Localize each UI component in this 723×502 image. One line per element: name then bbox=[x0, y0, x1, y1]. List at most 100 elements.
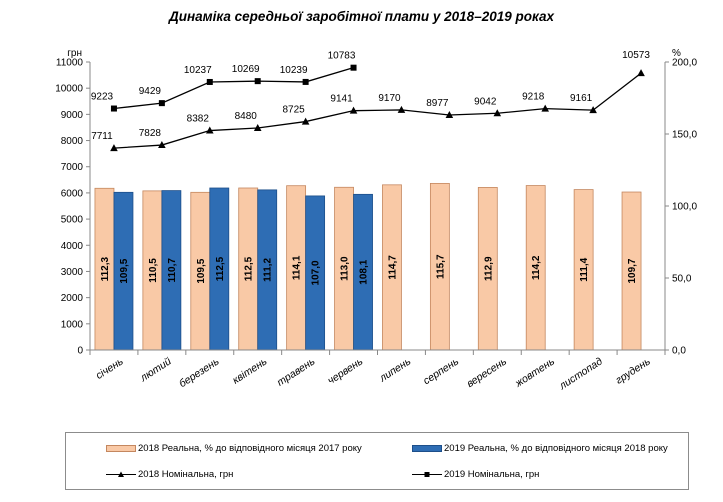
point-2018-nominal-label: 10573 bbox=[622, 50, 650, 61]
bar-2018-real-label: 113,0 bbox=[340, 256, 351, 281]
point-2018-nominal-label: 9161 bbox=[570, 93, 593, 104]
bar-layer bbox=[94, 182, 642, 351]
point-2018-nominal-label: 8480 bbox=[235, 111, 258, 122]
x-axis-category-label: грудень bbox=[614, 355, 653, 386]
chart-title: Динаміка середньої заробітної плати у 20… bbox=[168, 9, 554, 24]
marker-2019-nominal bbox=[110, 105, 117, 112]
x-axis-category-label: серпень bbox=[421, 355, 461, 387]
legend: 2018 Реальна, % до відповідного місяця 2… bbox=[65, 432, 689, 490]
x-axis-category-label: вересень bbox=[465, 355, 509, 390]
legend-label-2019-nominal: 2019 Номінальна, грн bbox=[444, 469, 540, 480]
bar-2018-real-label: 114,2 bbox=[531, 255, 542, 280]
legend-triangle-marker-icon bbox=[106, 471, 136, 477]
point-2019-nominal-label: 10239 bbox=[280, 65, 308, 76]
right-axis-tick-label: 0,0 bbox=[672, 346, 686, 357]
marker-2018-nominal bbox=[205, 126, 214, 134]
point-2018-nominal-label: 7828 bbox=[139, 128, 162, 139]
x-axis-category-label: травень bbox=[275, 355, 317, 388]
marker-2018-nominal bbox=[301, 117, 310, 125]
right-axis-tick-label: 200,0 bbox=[672, 58, 697, 69]
bar-2018-real-label: 111,4 bbox=[579, 257, 590, 281]
left-axis-tick-label: 10000 bbox=[55, 84, 83, 95]
bar-2019-real-label: 108,1 bbox=[359, 259, 370, 284]
left-axis-tick-label: 11000 bbox=[56, 58, 84, 69]
legend-swatch-2018-real bbox=[106, 445, 136, 452]
bar-2019-real-label: 112,5 bbox=[215, 256, 226, 281]
marker-2019-nominal bbox=[158, 100, 165, 107]
legend-item-2018-nominal: 2018 Номінальна, грн bbox=[106, 469, 233, 480]
marker-2018-nominal bbox=[493, 109, 502, 117]
marker-2018-nominal bbox=[253, 123, 262, 131]
legend-label-2018-real: 2018 Реальна, % до відповідного місяця 2… bbox=[138, 443, 362, 454]
marker-2018-nominal bbox=[349, 106, 358, 114]
point-2018-nominal-label: 8977 bbox=[426, 98, 449, 109]
left-axis-tick-label: 7000 bbox=[61, 162, 84, 173]
right-axis-tick-label: 150,0 bbox=[672, 130, 697, 141]
bar-2018-real-label: 114,7 bbox=[387, 255, 398, 280]
x-axis-category-label: березень bbox=[177, 355, 221, 390]
bar-2019-real-label: 110,7 bbox=[167, 258, 178, 283]
bar-2018-real-label: 115,7 bbox=[435, 254, 446, 279]
legend-label-2019-real: 2019 Реальна, % до відповідного місяця 2… bbox=[444, 443, 668, 454]
marker-2018-nominal bbox=[110, 144, 118, 152]
right-axis-tick-label: 100,0 bbox=[672, 202, 697, 213]
point-2019-nominal-label: 9223 bbox=[91, 92, 114, 103]
bar-2019-real-label: 111,2 bbox=[263, 258, 274, 282]
bar-2018-real-label: 109,7 bbox=[627, 258, 638, 283]
bar-2018-real-label: 112,9 bbox=[483, 256, 494, 281]
bar-2018-real-label: 109,5 bbox=[196, 258, 207, 283]
left-axis-tick-label: 6000 bbox=[61, 188, 84, 199]
x-axis-category-label: лютий bbox=[137, 355, 173, 384]
point-2019-nominal-label: 10269 bbox=[232, 64, 260, 75]
marker-2018-nominal bbox=[637, 69, 645, 77]
left-axis-tick-label: 0 bbox=[77, 346, 83, 357]
point-2019-nominal-label: 9429 bbox=[139, 86, 162, 97]
marker-2019-nominal bbox=[254, 78, 261, 85]
bar-2018-real-label: 114,1 bbox=[292, 255, 303, 280]
x-axis-category-label: липень bbox=[377, 355, 413, 385]
marker-2018-nominal bbox=[589, 106, 597, 114]
marker-2019-nominal bbox=[206, 78, 213, 85]
point-2018-nominal-label: 9170 bbox=[378, 93, 401, 104]
bar-2019-real-label: 109,5 bbox=[119, 258, 130, 283]
marker-2018-nominal bbox=[541, 104, 550, 112]
bar-2018-real-label: 112,3 bbox=[100, 256, 111, 281]
left-axis-unit: грн bbox=[67, 48, 82, 59]
left-axis-tick-label: 5000 bbox=[61, 215, 84, 226]
right-axis-unit: % bbox=[672, 48, 681, 59]
point-2018-nominal-label: 9218 bbox=[522, 92, 545, 103]
x-axis-category-label: червень bbox=[325, 355, 365, 387]
point-2019-nominal-label: 10783 bbox=[328, 51, 356, 62]
marker-2019-nominal bbox=[350, 64, 357, 71]
left-axis-tick-label: 8000 bbox=[61, 136, 84, 147]
x-axis-category-label: січень bbox=[94, 355, 126, 381]
left-axis-tick-label: 9000 bbox=[61, 110, 84, 121]
point-2018-nominal-label: 9141 bbox=[330, 94, 353, 105]
point-2018-nominal-label: 8725 bbox=[283, 105, 306, 116]
marker-2019-nominal bbox=[302, 78, 309, 85]
legend-label-2018-nominal: 2018 Номінальна, грн bbox=[138, 469, 234, 480]
point-2018-nominal-label: 9042 bbox=[474, 96, 497, 107]
x-axis-category-label: жовтень bbox=[512, 355, 557, 390]
marker-2018-nominal bbox=[397, 105, 406, 113]
legend-swatch-2019-real bbox=[412, 445, 442, 452]
bar-2019-real-label: 107,0 bbox=[311, 260, 322, 285]
line-2019-nominal bbox=[113, 67, 354, 110]
point-2018-nominal-label: 8382 bbox=[187, 114, 210, 125]
left-axis-tick-label: 4000 bbox=[61, 241, 84, 252]
marker-2018-nominal bbox=[445, 110, 454, 118]
legend-item-2019-nominal: 2019 Номінальна, грн bbox=[412, 469, 539, 480]
bar-2018-real-label: 112,5 bbox=[244, 256, 255, 281]
point-2018-nominal-label: 7711 bbox=[91, 131, 113, 142]
legend-square-marker-icon bbox=[412, 472, 442, 477]
marker-2018-nominal bbox=[158, 141, 166, 149]
point-2019-nominal-label: 10237 bbox=[184, 65, 212, 76]
line-2018-nominal bbox=[113, 72, 642, 149]
left-axis-tick-label: 3000 bbox=[61, 267, 84, 278]
left-axis-tick-label: 1000 bbox=[61, 319, 84, 330]
legend-item-2018-real: 2018 Реальна, % до відповідного місяця 2… bbox=[106, 443, 362, 454]
x-axis-category-label: листопад bbox=[556, 355, 605, 392]
x-axis-category-label: квітень bbox=[230, 355, 269, 386]
label-layer: 112,3 110,5 109,5 112,5 114,1 113,0 114,7 115,7… bbox=[91, 50, 651, 285]
left-axis-tick-label: 2000 bbox=[61, 293, 84, 304]
